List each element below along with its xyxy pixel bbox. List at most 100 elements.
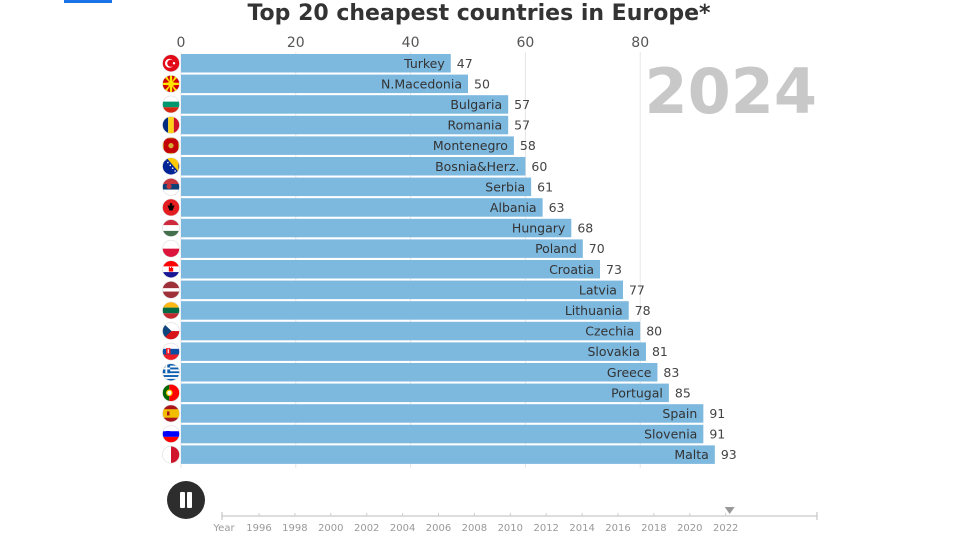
bar-value-label: 83 [663,365,679,380]
greece-flag-icon [162,363,180,382]
bar-value-label: 93 [721,447,737,462]
bar-romania [181,115,509,135]
bar-value-label: 91 [709,406,725,421]
bar-slovakia [181,342,646,361]
bar-country-label: Romania [448,118,503,133]
north-macedonia-flag-icon [162,75,180,93]
bar-latvia [181,280,623,300]
bar-value-label: 91 [709,427,725,442]
timeline-year-label[interactable]: 2012 [533,523,558,534]
x-tick-label: 0 [177,35,186,51]
bar-country-label: Montenegro [433,138,508,153]
timeline-year-label[interactable]: 1996 [246,523,271,534]
bar-croatia [181,260,601,279]
corner-accent-tab [64,0,112,3]
bar-greece [181,363,658,382]
bar-value-label: 61 [537,179,553,194]
bar-bosnia-herz- [181,157,526,176]
bar-country-label: Slovakia [587,344,639,359]
bar-country-label: Malta [674,447,708,462]
lithuania-flag-icon [162,301,180,320]
bar-serbia [181,177,532,197]
bar-n-macedonia [181,74,468,94]
chart-title: Top 20 cheapest countries in Europe* [247,1,711,26]
bar-hungary [181,218,572,238]
romania-flag-icon [162,116,180,134]
timeline-year-label[interactable]: 2006 [426,523,451,534]
x-tick-label: 60 [516,35,534,51]
timeline-label: Year [212,523,235,534]
bar-value-label: 47 [457,56,473,71]
poland-flag-icon [162,239,180,258]
timeline-year-label[interactable]: 2008 [462,523,487,534]
timeline-year-label[interactable]: 2020 [677,523,702,534]
bar-value-label: 68 [577,221,593,236]
bar-albania [181,198,543,217]
bar-country-label: Poland [535,241,577,256]
pause-icon [180,492,185,508]
bar-poland [181,239,583,258]
x-tick-label: 80 [631,35,649,51]
bar-country-label: Hungary [512,221,566,236]
timeline-year-label[interactable]: 2022 [713,523,738,534]
bar-value-label: 78 [635,303,651,318]
hungary-flag-icon [162,219,180,237]
serbia-flag-icon [162,178,180,196]
bar-value-label: 77 [629,282,645,297]
timeline-year-label[interactable]: 2014 [569,523,594,534]
slovakia-flag-icon [162,342,180,361]
timeline-year-label[interactable]: 2000 [318,523,343,534]
bar-malta [181,445,715,464]
latvia-flag-icon [162,281,180,299]
timeline-year-label[interactable]: 1998 [282,523,307,534]
bar-turkey [181,54,451,73]
turkey-flag-icon [162,54,180,73]
bar-value-label: 57 [514,97,530,112]
bar-value-label: 60 [531,159,547,174]
bar-country-label: Croatia [549,262,594,277]
malta-flag-icon [162,445,180,464]
timeline-year-label[interactable]: 2002 [354,523,379,534]
timeline-year-label[interactable]: 2018 [641,523,666,534]
bar-country-label: Serbia [485,179,525,194]
bar-montenegro [181,136,514,155]
bar-country-label: Lithuania [565,303,623,318]
bar-country-label: Portugal [611,385,663,400]
pause-button[interactable] [167,481,205,519]
bosnia-flag-icon [162,157,180,176]
bar-value-label: 81 [652,344,668,359]
czechia-flag-icon [162,322,180,340]
bar-bulgaria [181,95,509,114]
bar-czechia [181,321,641,341]
portugal-flag-icon [162,384,180,402]
bar-value-label: 57 [514,118,530,133]
bar-country-label: Bulgaria [450,97,502,112]
x-tick-label: 20 [287,35,305,51]
slovenia-flag-icon [162,425,180,443]
montenegro-flag-icon [162,136,180,155]
bar-country-label: Bosnia&Herz. [435,159,519,174]
bar-value-label: 58 [520,138,536,153]
bar-value-label: 73 [606,262,622,277]
bar-country-label: N.Macedonia [381,76,462,91]
bar-country-label: Czechia [585,324,634,339]
year-watermark: 2024 [644,55,817,128]
bar-value-label: 85 [675,385,691,400]
bar-country-label: Greece [607,365,652,380]
bar-slovenia [181,424,704,444]
timeline-year-label[interactable]: 2004 [390,523,415,534]
bar-portugal [181,383,669,403]
albania-flag-icon [162,198,180,217]
bar-country-label: Slovenia [644,427,697,442]
timeline-year-label[interactable]: 2010 [498,523,523,534]
x-tick-label: 40 [402,35,420,51]
timeline-year-label[interactable]: 2016 [605,523,630,534]
bar-value-label: 50 [474,76,490,91]
croatia-flag-icon [162,260,180,279]
bar-country-label: Latvia [579,282,617,297]
bar-value-label: 80 [646,324,662,339]
bar-lithuania [181,301,629,320]
timeline-current-marker[interactable] [724,507,735,514]
bulgaria-flag-icon [162,95,180,114]
